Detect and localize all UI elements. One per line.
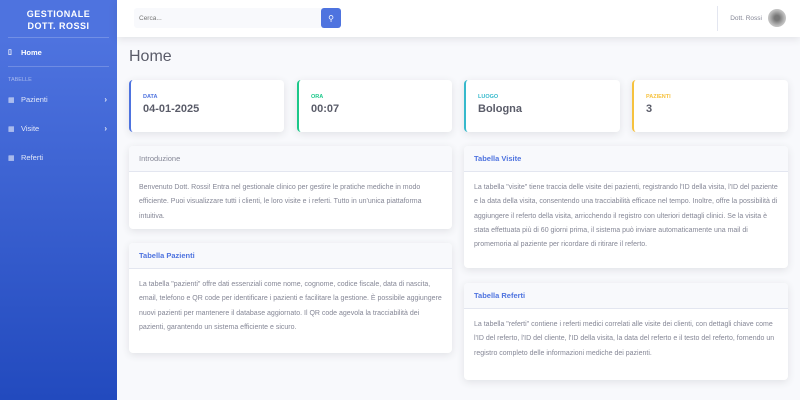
- user-name: Dott. Rossi: [730, 14, 762, 22]
- search-input[interactable]: [134, 8, 321, 28]
- sidebar-item-label: Home: [21, 47, 42, 57]
- avatar: [768, 9, 786, 27]
- sidebar-item-label: Visite: [21, 124, 40, 133]
- chevron-right-icon: ›: [104, 95, 107, 104]
- sidebar-item-pazienti[interactable]: ▦ Pazienti ›: [0, 85, 117, 114]
- stat-value: 3: [646, 103, 653, 115]
- visite-card: Tabella Visite La tabella "visite" tiene…: [464, 146, 788, 268]
- table-icon: ▦: [8, 154, 15, 162]
- card-body: La tabella "pazienti" offre dati essenzi…: [139, 281, 442, 331]
- pazienti-card: Tabella Pazienti La tabella "pazienti" o…: [129, 243, 452, 353]
- stat-label: ORA: [311, 94, 324, 100]
- card-title: Tabella Pazienti: [129, 243, 452, 269]
- topbar-divider: [717, 6, 718, 31]
- divider: [8, 66, 109, 67]
- card-body: Benvenuto Dott. Rossi! Entra nel gestion…: [139, 184, 422, 220]
- search-icon: ⚲: [328, 13, 334, 23]
- chevron-right-icon: ›: [104, 124, 107, 133]
- stat-card-luogo: LUOGO Bologna: [464, 80, 620, 132]
- table-icon: ▦: [8, 125, 15, 133]
- stat-label: PAZIENTI: [646, 94, 671, 100]
- sidebar-item-label: Referti: [21, 153, 44, 162]
- card-title: Introduzione: [129, 146, 452, 172]
- stat-card-pazienti: PAZIENTI 3: [632, 80, 788, 132]
- stat-value: 00:07: [311, 103, 340, 115]
- stat-value: Bologna: [478, 103, 522, 115]
- card-body: La tabella "referti" contiene i referti …: [474, 321, 775, 357]
- card-body: La tabella "visite" tiene traccia delle …: [474, 184, 778, 249]
- table-icon: ▦: [8, 96, 15, 104]
- brand-line2: DOTT. ROSSI: [27, 20, 90, 31]
- search-bar: ⚲: [134, 8, 341, 28]
- referti-card: Tabella Referti La tabella "referti" con…: [464, 283, 788, 380]
- intro-card: Introduzione Benvenuto Dott. Rossi! Entr…: [129, 146, 452, 229]
- sidebar-heading: TABELLE: [8, 77, 32, 83]
- sidebar-item-label: Pazienti: [21, 95, 48, 104]
- sidebar-item-visite[interactable]: ▦ Visite ›: [0, 114, 117, 143]
- stat-label: DATA: [143, 94, 158, 100]
- stat-card-ora: ORA 00:07: [297, 80, 452, 132]
- stat-value: 04-01-2025: [143, 103, 200, 115]
- sidebar-item-home[interactable]: ▯ Home: [0, 38, 117, 66]
- brand[interactable]: GESTIONALE DOTT. ROSSI: [0, 0, 117, 37]
- card-title: Tabella Referti: [464, 283, 788, 309]
- user-menu[interactable]: Dott. Rossi: [730, 9, 786, 27]
- brand-line1: GESTIONALE: [26, 8, 91, 19]
- topbar: ⚲ Dott. Rossi: [117, 0, 800, 37]
- search-button[interactable]: ⚲: [321, 8, 341, 28]
- card-title: Tabella Visite: [464, 146, 788, 172]
- stat-label: LUOGO: [478, 94, 499, 100]
- sidebar-item-referti[interactable]: ▦ Referti: [0, 143, 117, 172]
- stat-card-data: DATA 04-01-2025: [129, 80, 284, 132]
- page-title: Home: [129, 48, 172, 65]
- home-icon: ▯: [8, 49, 12, 56]
- divider: [8, 37, 109, 38]
- sidebar: GESTIONALE DOTT. ROSSI ▯ Home TABELLE ▦ …: [0, 0, 117, 400]
